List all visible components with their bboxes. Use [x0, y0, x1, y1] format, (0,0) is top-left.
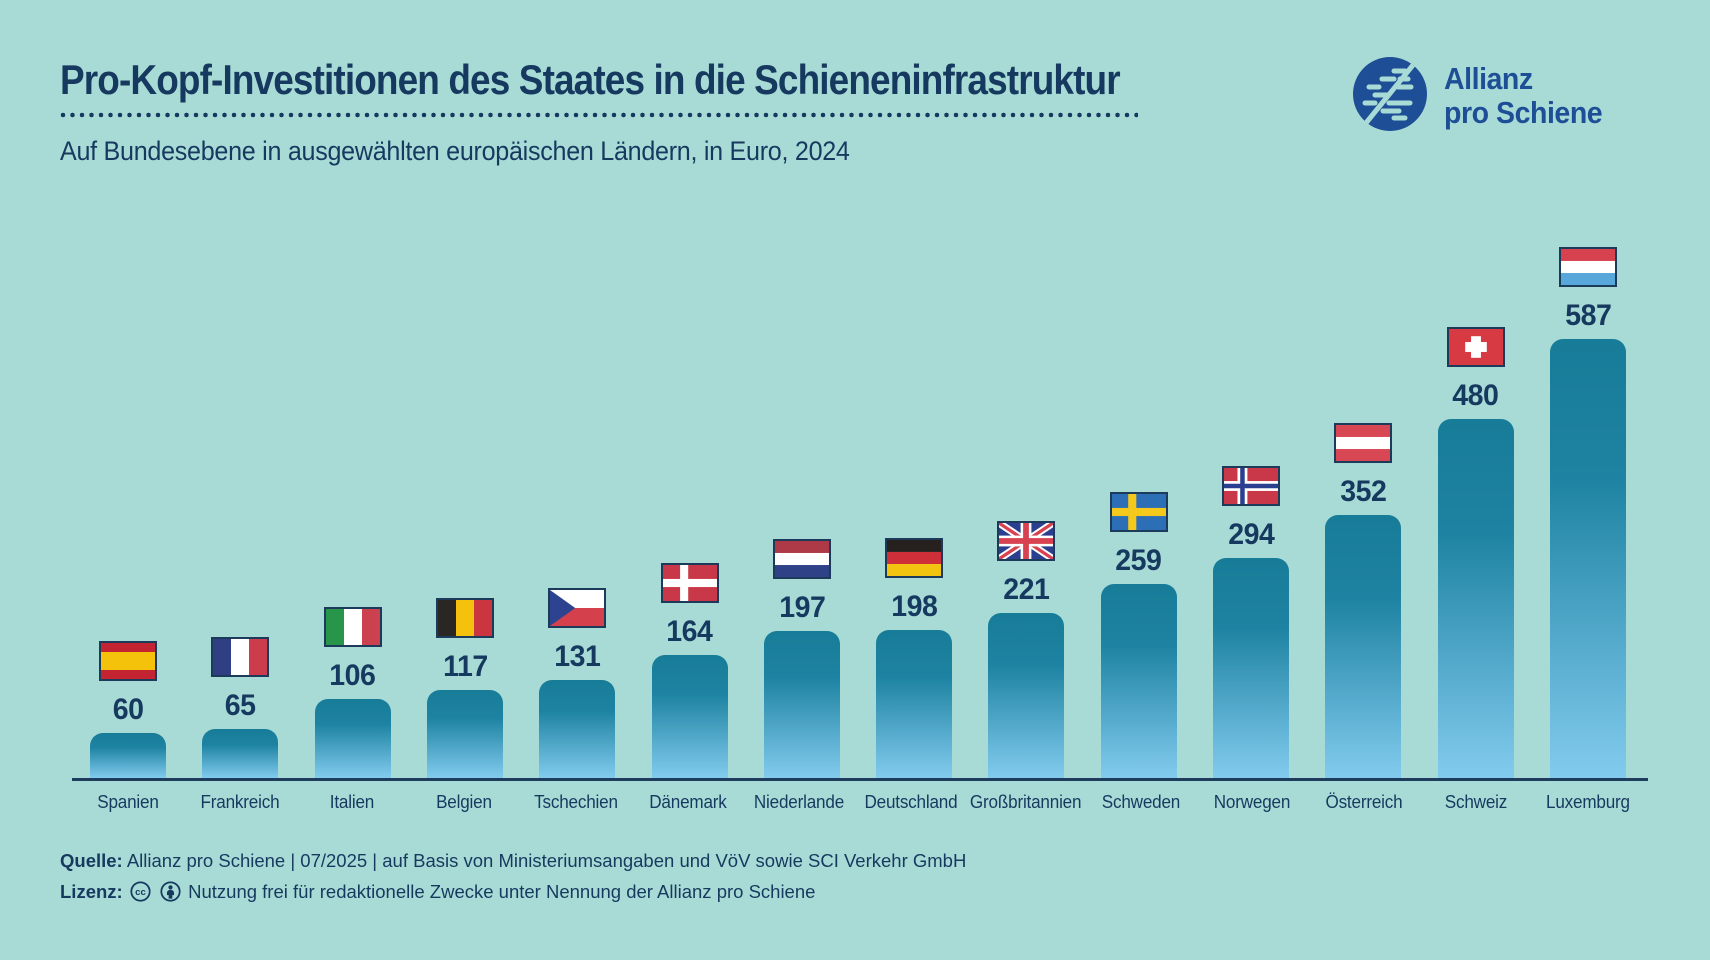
category-label-luxemburg: Luxemburg: [1546, 792, 1631, 812]
value-label-grobritannien: 221: [1003, 573, 1050, 606]
flag-italy-icon: [323, 607, 382, 647]
category-label-belgien: Belgien: [435, 792, 492, 812]
value-label-norwegen: 294: [1227, 518, 1275, 551]
bar-column-frankreich: 65: [184, 637, 296, 778]
flag-austria-icon: [1334, 423, 1393, 463]
cc-icon: cc: [130, 880, 151, 902]
bar-column-luxemburg: 587: [1532, 247, 1644, 778]
category-label-schweden: Schweden: [1101, 792, 1180, 812]
flag-france-icon: [211, 637, 270, 677]
category-label-italien: Italien: [329, 792, 374, 812]
bar-schweden: [1100, 584, 1177, 778]
logo-wordmark: Allianz pro Schiene: [1444, 61, 1603, 130]
footer: Quelle: Allianz pro Schiene | 07/2025 | …: [60, 845, 966, 907]
source-label: Quelle:: [60, 850, 123, 871]
bar-column-spanien: 60: [72, 641, 184, 778]
value-label-tschechien: 131: [554, 640, 601, 673]
page-title: Pro-Kopf-Investitionen des Staates in di…: [60, 56, 1121, 103]
logo-line2: pro Schiene: [1444, 95, 1603, 130]
source-text: Allianz pro Schiene | 07/2025 | auf Basi…: [126, 850, 967, 871]
cc-by-icon: [160, 880, 181, 902]
value-label-schweden: 259: [1115, 544, 1163, 577]
bar-column-italien: 106: [297, 607, 409, 778]
bar-niederlande: [763, 631, 840, 778]
bar-column-niederlande: 197: [746, 539, 858, 778]
category-label-norwegen: Norwegen: [1214, 792, 1291, 812]
bar-frankreich: [202, 729, 279, 778]
license-label: Lizenz:: [60, 881, 123, 902]
value-label-frankreich: 65: [225, 689, 256, 722]
license-line: Lizenz: cc Nutzung frei für redaktionell…: [60, 876, 966, 907]
flag-spain-icon: [99, 641, 158, 681]
category-label-grobritannien: Großbritannien: [970, 792, 1082, 812]
x-axis-line: [72, 778, 1648, 781]
bar-column-schweden: 259: [1083, 492, 1195, 778]
category-label-spanien: Spanien: [97, 792, 159, 812]
flag-denmark-icon: [660, 563, 719, 603]
value-label-spanien: 60: [112, 693, 144, 726]
value-label-dnemark: 164: [666, 615, 713, 648]
bar-chart: 60 65 106 117 131 164 197 198 221 259 294 352 480 587: [72, 185, 1644, 778]
category-label-schweiz: Schweiz: [1445, 792, 1508, 812]
source-line: Quelle: Allianz pro Schiene | 07/2025 | …: [60, 845, 966, 876]
bar-dnemark: [651, 655, 728, 778]
bar-column-tschechien: 131: [521, 588, 633, 778]
category-label-dnemark: Dänemark: [648, 792, 727, 812]
page-subtitle: Auf Bundesebene in ausgewählten europäis…: [60, 136, 850, 166]
value-label-schweiz: 480: [1452, 379, 1499, 412]
flag-switzerland-icon: [1446, 327, 1505, 367]
bar-norwegen: [1212, 558, 1289, 778]
value-label-luxemburg: 587: [1564, 299, 1612, 332]
value-label-niederlande: 197: [778, 591, 826, 624]
dotted-divider: [60, 112, 1138, 118]
bar-column-dnemark: 164: [633, 563, 745, 778]
logo-line1: Allianz: [1444, 61, 1533, 96]
flag-germany-icon: [885, 538, 944, 578]
bar-belgien: [426, 690, 503, 778]
bar-grobritannien: [988, 613, 1065, 778]
bar-spanien: [90, 733, 167, 778]
bar-column-deutschland: 198: [858, 538, 970, 778]
allianz-pro-schiene-logo-icon: [1352, 56, 1428, 132]
value-label-belgien: 117: [442, 650, 488, 683]
license-text: Nutzung frei für redaktionelle Zwecke un…: [188, 881, 816, 902]
svg-text:cc: cc: [135, 887, 146, 898]
category-label-tschechien: Tschechien: [533, 792, 618, 812]
bar-column-norwegen: 294: [1195, 466, 1307, 778]
bar-column-sterreich: 352: [1307, 423, 1419, 778]
bar-column-grobritannien: 221: [970, 521, 1082, 778]
category-label-deutschland: Deutschland: [864, 792, 958, 812]
category-label-frankreich: Frankreich: [200, 792, 280, 812]
flag-sweden-icon: [1109, 492, 1168, 532]
flag-netherlands-icon: [772, 539, 831, 579]
bar-deutschland: [876, 630, 953, 778]
category-labels: Spanien Frankreich Italien Belgien Tschechie…: [72, 792, 1644, 813]
category-label-niederlande: Niederlande: [754, 792, 845, 812]
bar-schweiz: [1437, 419, 1514, 778]
category-label-sterreich: Österreich: [1325, 792, 1403, 812]
value-label-deutschland: 198: [891, 590, 938, 623]
value-label-sterreich: 352: [1340, 475, 1387, 508]
bar-column-schweiz: 480: [1419, 327, 1531, 778]
bar-tschechien: [539, 680, 616, 778]
value-label-italien: 106: [329, 659, 377, 692]
bar-column-belgien: 117: [409, 598, 521, 778]
bar-luxemburg: [1549, 339, 1626, 778]
bar-italien: [314, 699, 391, 778]
flag-norway-icon: [1221, 466, 1280, 506]
flag-luxembourg-icon: [1558, 247, 1617, 287]
flag-belgium-icon: [435, 598, 494, 638]
flag-czechia-icon: [548, 588, 607, 628]
flag-uk-icon: [997, 521, 1056, 561]
bar-sterreich: [1325, 515, 1402, 778]
